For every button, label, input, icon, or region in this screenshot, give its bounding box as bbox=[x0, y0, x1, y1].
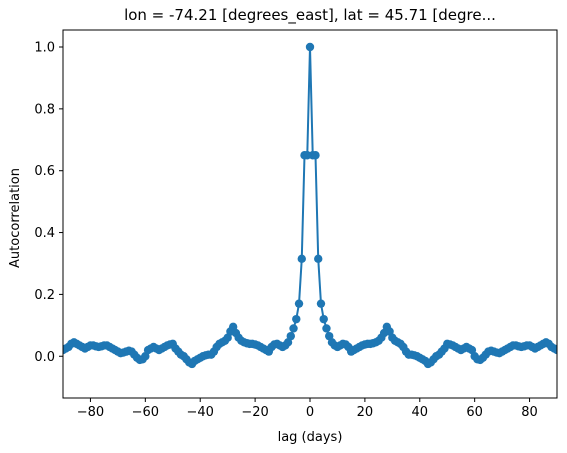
x-tick-label: −60 bbox=[132, 405, 159, 420]
x-tick-label: 40 bbox=[412, 405, 429, 420]
data-point bbox=[316, 299, 326, 308]
y-tick-label: 0.0 bbox=[34, 350, 55, 365]
x-tick-label: 20 bbox=[357, 405, 374, 420]
y-tick-label: 0.6 bbox=[34, 164, 55, 179]
data-point bbox=[286, 331, 295, 341]
x-axis: −80 −60 −40 −20 0 20 40 60 80 bbox=[77, 398, 538, 420]
data-point bbox=[297, 254, 306, 264]
y-tick-label: 0.4 bbox=[34, 226, 55, 241]
series-group bbox=[63, 42, 557, 369]
y-tick-label: 0.2 bbox=[34, 288, 55, 303]
chart-title: lon = -74.21 [degrees_east], lat = 45.71… bbox=[124, 6, 496, 25]
x-tick-label: 80 bbox=[521, 405, 538, 420]
x-tick-label: 0 bbox=[306, 405, 314, 420]
data-point bbox=[322, 324, 331, 333]
axes-frame bbox=[62, 29, 558, 399]
x-tick-label: 60 bbox=[466, 405, 483, 420]
data-point bbox=[319, 314, 328, 324]
y-axis-label: Autocorrelation bbox=[8, 168, 23, 268]
plot-area bbox=[63, 42, 557, 369]
data-point bbox=[552, 345, 557, 355]
data-point bbox=[314, 254, 323, 264]
x-tick-label: −40 bbox=[187, 405, 214, 420]
data-point bbox=[311, 151, 320, 160]
x-tick-label: −20 bbox=[241, 405, 268, 420]
data-point bbox=[292, 314, 301, 324]
data-point bbox=[305, 42, 315, 52]
data-point bbox=[289, 324, 298, 333]
y-axis: 0.0 0.2 0.4 0.6 0.8 1.0 bbox=[34, 41, 63, 365]
x-axis-label: lag (days) bbox=[278, 430, 343, 445]
data-point bbox=[294, 299, 304, 308]
x-tick-label: −80 bbox=[77, 405, 104, 420]
y-tick-label: 1.0 bbox=[34, 41, 55, 56]
y-tick-label: 0.8 bbox=[34, 102, 55, 117]
